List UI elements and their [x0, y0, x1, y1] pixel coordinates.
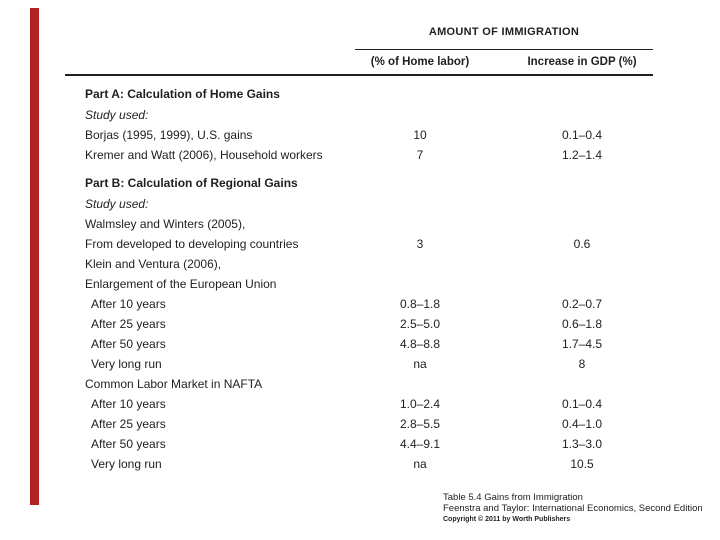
table-row: After 10 years 1.0–2.4 0.1–0.4	[65, 394, 653, 414]
table-column-headers: (% of Home labor) Increase in GDP (%)	[65, 50, 653, 76]
table-row: Borjas (1995, 1999), U.S. gains 10 0.1–0.4	[65, 125, 653, 145]
gdp-increase-value: 0.2–0.7	[561, 297, 603, 311]
immigration-amount-value: 3	[416, 237, 424, 251]
table-row: Part B: Calculation of Regional Gains	[65, 172, 653, 194]
table-row: Walmsley and Winters (2005),	[65, 214, 653, 234]
row-label: Enlargement of the European Union	[85, 277, 277, 291]
row-label: Study used:	[85, 108, 149, 122]
table-row: After 25 years 2.5–5.0 0.6–1.8	[65, 314, 653, 334]
immigration-amount-value: 10	[413, 128, 427, 142]
gdp-increase-value: 0.1–0.4	[561, 397, 603, 411]
red-accent-bar	[30, 8, 39, 505]
table-row: Common Labor Market in NAFTA	[65, 374, 653, 394]
row-label: Borjas (1995, 1999), U.S. gains	[85, 128, 253, 142]
table-row: Klein and Ventura (2006),	[65, 254, 653, 274]
row-label: After 50 years	[91, 337, 166, 351]
row-label: After 25 years	[91, 317, 166, 331]
gdp-increase-value: 0.1–0.4	[561, 128, 603, 142]
gdp-increase-value: 1.3–3.0	[561, 437, 603, 451]
table-row: From developed to developing countries 3 0…	[65, 234, 653, 254]
row-label: Common Labor Market in NAFTA	[85, 377, 263, 391]
book-title: Feenstra and Taylor: International Econo…	[443, 503, 703, 514]
table-row: Very long run na 10.5	[65, 454, 653, 474]
immigration-amount-value: 2.5–5.0	[399, 317, 441, 331]
immigration-amount-value: na	[413, 457, 427, 471]
row-label: After 10 years	[91, 297, 166, 311]
gdp-increase-value: 1.2–1.4	[561, 148, 603, 162]
immigration-amount-value: 4.4–9.1	[399, 437, 441, 451]
table-row: After 50 years 4.4–9.1 1.3–3.0	[65, 434, 653, 454]
table-spanner-header: AMOUNT OF IMMIGRATION	[355, 26, 653, 50]
gdp-increase-value: 1.7–4.5	[561, 337, 603, 351]
gains-table: AMOUNT OF IMMIGRATION (% of Home labor) …	[65, 26, 653, 474]
table-row: After 50 years 4.8–8.8 1.7–4.5	[65, 334, 653, 354]
gdp-increase-value: 0.6	[573, 237, 591, 251]
row-label: Part A: Calculation of Home Gains	[85, 87, 280, 101]
table-body: Part A: Calculation of Home Gains Study u…	[65, 83, 653, 474]
gdp-increase-value: 0.4–1.0	[561, 417, 603, 431]
row-label: Part B: Calculation of Regional Gains	[85, 176, 298, 190]
table-row: Very long run na 8	[65, 354, 653, 374]
table-row: Study used:	[65, 105, 653, 125]
row-label: Walmsley and Winters (2005),	[85, 217, 246, 231]
copyright-notice: Copyright © 2011 by Worth Publishers	[443, 516, 571, 523]
row-label: Very long run	[91, 457, 162, 471]
row-label: Kremer and Watt (2006), Household worker…	[85, 148, 323, 162]
row-label: Study used:	[85, 197, 149, 211]
table-row: Part A: Calculation of Home Gains	[65, 83, 653, 105]
immigration-amount-value: 4.8–8.8	[399, 337, 441, 351]
immigration-amount-value: 1.0–2.4	[399, 397, 441, 411]
table-row: After 25 years 2.8–5.5 0.4–1.0	[65, 414, 653, 434]
column-header-home-labor: (% of Home labor)	[370, 56, 470, 68]
row-label: Very long run	[91, 357, 162, 371]
immigration-amount-value: na	[413, 357, 427, 371]
immigration-amount-value: 7	[416, 148, 424, 162]
gdp-increase-value: 8	[578, 357, 586, 371]
slide-footer: Table 5.4 Gains from Immigration Feenstr…	[443, 492, 703, 524]
table-row: Kremer and Watt (2006), Household worker…	[65, 145, 653, 165]
table-caption: Table 5.4 Gains from Immigration	[443, 492, 583, 503]
row-label: From developed to developing countries	[85, 237, 299, 251]
row-label: After 25 years	[91, 417, 166, 431]
row-label: After 50 years	[91, 437, 166, 451]
table-row: After 10 years 0.8–1.8 0.2–0.7	[65, 294, 653, 314]
immigration-amount-value: 2.8–5.5	[399, 417, 441, 431]
row-label: Klein and Ventura (2006),	[85, 257, 222, 271]
column-header-gdp-increase: Increase in GDP (%)	[527, 56, 637, 68]
gdp-increase-value: 0.6–1.8	[561, 317, 603, 331]
row-label: After 10 years	[91, 397, 166, 411]
immigration-amount-value: 0.8–1.8	[399, 297, 441, 311]
gdp-increase-value: 10.5	[570, 457, 594, 471]
table-row: Enlargement of the European Union	[65, 274, 653, 294]
table-row: Study used:	[65, 194, 653, 214]
